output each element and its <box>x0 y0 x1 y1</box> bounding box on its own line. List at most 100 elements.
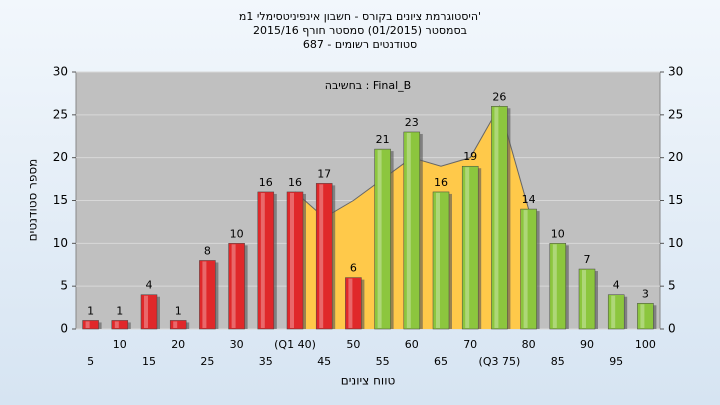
bar-highlight <box>494 107 499 329</box>
y-tick-label: 15 <box>53 193 68 207</box>
x-axis-label: טווח ציונים <box>341 374 396 388</box>
data-label: 3 <box>642 287 649 300</box>
bar-highlight <box>552 244 557 328</box>
x-tick-label: 70 <box>463 338 477 351</box>
x-tick-label: 60 <box>405 338 419 351</box>
bar-highlight <box>640 304 645 328</box>
bar-highlight <box>290 192 294 328</box>
y2-tick-label: 0 <box>668 322 676 336</box>
y2-tick-label: 5 <box>668 279 676 293</box>
data-label: 26 <box>492 90 506 103</box>
bar-highlight <box>611 295 616 328</box>
bar-highlight <box>85 321 90 328</box>
bar <box>403 131 421 330</box>
data-label: 16 <box>259 176 273 189</box>
x-tick-label: 55 <box>376 355 390 368</box>
data-label: 1 <box>116 304 123 317</box>
x-tick-label: 80 <box>522 338 536 351</box>
data-label: 1 <box>175 304 182 317</box>
data-label: 16 <box>288 176 302 189</box>
y2-tick-label: 15 <box>668 193 683 207</box>
x-tick-label: 30 <box>230 338 244 351</box>
y-tick-label: 25 <box>53 107 68 121</box>
bar <box>169 320 187 330</box>
title-line: בסמסטר (01/2015) סמסטר חורף 2015/16 <box>253 24 467 37</box>
bar <box>286 191 304 330</box>
x-tick-label: 50 <box>346 338 360 351</box>
y-tick-label: 10 <box>53 236 68 250</box>
bar <box>637 303 654 330</box>
x-tick-label: 5 <box>87 355 94 368</box>
bar-highlight <box>582 270 586 328</box>
bar-highlight <box>523 210 528 328</box>
bar <box>82 320 99 330</box>
data-label: 17 <box>317 167 331 180</box>
bar <box>549 243 567 330</box>
y2-tick-label: 30 <box>668 65 683 79</box>
x-tick-label: 35 <box>259 355 273 368</box>
bar <box>578 268 596 330</box>
bar-highlight <box>173 321 178 328</box>
bar-highlight <box>114 321 119 328</box>
bar-highlight <box>348 278 353 328</box>
x-tick-label: 65 <box>434 355 448 368</box>
bar <box>374 148 391 330</box>
bar-highlight <box>144 295 148 328</box>
x-tick-label: 85 <box>551 355 565 368</box>
bar-highlight <box>406 132 411 328</box>
y2-tick-label: 25 <box>668 107 683 121</box>
bar-highlight <box>260 192 265 328</box>
bar <box>199 260 216 330</box>
x-tick-label: 95 <box>609 355 623 368</box>
bar <box>345 277 362 330</box>
annotation: בחשיבה : Final_B <box>325 79 411 92</box>
bar <box>228 243 245 330</box>
bar <box>520 208 537 330</box>
data-label: 8 <box>204 244 211 257</box>
bar-highlight <box>231 244 236 328</box>
bar <box>111 320 129 330</box>
data-label: 19 <box>463 150 477 163</box>
data-label: 7 <box>584 253 591 266</box>
x-tick-label: 45 <box>317 355 331 368</box>
y2-tick-label: 20 <box>668 150 683 164</box>
x-tick-label: 20 <box>171 338 185 351</box>
bar <box>257 191 275 330</box>
bar <box>461 165 479 330</box>
y-tick-label: 30 <box>53 65 68 79</box>
bar-highlight <box>436 192 440 328</box>
bar <box>315 183 333 330</box>
bar-highlight <box>465 167 470 328</box>
bar-highlight <box>202 261 207 328</box>
data-label: 14 <box>522 193 536 206</box>
data-label: 21 <box>376 133 390 146</box>
y-tick-label: 5 <box>60 279 68 293</box>
x-tick-label: 10 <box>113 338 127 351</box>
title-line: סטודנטים רשומים - 687 <box>303 38 417 51</box>
title-line: היסטוגרמת ציונים בקורס - חשבון אינפיניטס… <box>239 10 481 23</box>
y-axis-label: מספר סטודנטים <box>26 159 40 242</box>
bar <box>607 294 625 330</box>
y-tick-label: 0 <box>60 322 68 336</box>
data-label: 10 <box>230 227 244 240</box>
data-label: 4 <box>613 279 620 292</box>
x-tick-label: 25 <box>200 355 214 368</box>
x-tick-label: 90 <box>580 338 594 351</box>
x-tick-label: 15 <box>142 355 156 368</box>
bar <box>491 106 508 330</box>
data-label: 4 <box>146 279 153 292</box>
data-label: 10 <box>551 227 565 240</box>
x-tick-label: (Q1 40) <box>274 338 316 351</box>
data-label: 23 <box>405 116 419 129</box>
bar <box>140 294 158 330</box>
bar-highlight <box>319 184 324 328</box>
data-label: 6 <box>350 262 357 275</box>
y2-tick-label: 10 <box>668 236 683 250</box>
x-tick-label: 100 <box>635 338 656 351</box>
bar <box>432 191 450 330</box>
bar-highlight <box>377 150 382 328</box>
data-label: 1 <box>87 304 94 317</box>
x-tick-label: (Q3 75) <box>479 355 521 368</box>
data-label: 16 <box>434 176 448 189</box>
